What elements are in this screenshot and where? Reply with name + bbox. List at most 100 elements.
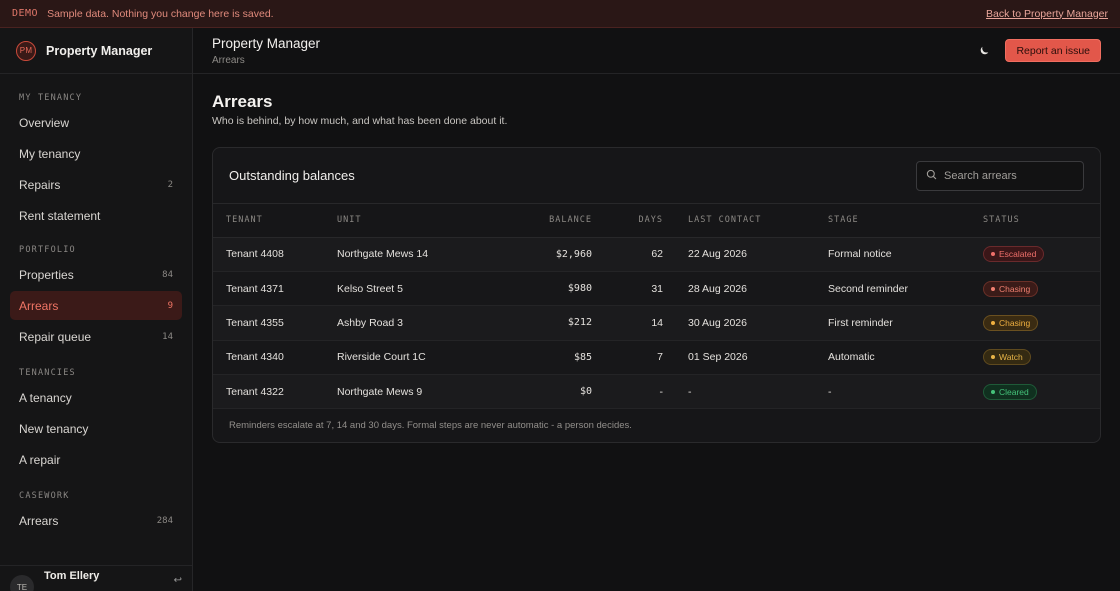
cell-status: Watch <box>983 340 1100 376</box>
sidebar-item-repair-queue[interactable]: Repair queue 14 <box>10 322 182 351</box>
cell-last-contact: 22 Aug 2026 <box>663 237 828 272</box>
logout-icon[interactable]: ↩ <box>173 575 182 586</box>
breadcrumb[interactable]: Arrears <box>212 54 245 66</box>
sidebar-item-arrears[interactable]: Arrears 9 <box>10 291 182 320</box>
sidebar: PM Property Manager MY TENANCY Overview My… <box>0 28 193 591</box>
balances-card: Outstanding balances TENANTUNITBALANCEDA… <box>212 147 1101 443</box>
sidebar-nav: MY TENANCY Overview My tenancy Repairs 2 Rent… <box>0 90 192 535</box>
card-title: Outstanding balances <box>229 168 355 183</box>
cell-stage: First reminder <box>828 305 983 341</box>
nav-heading: MY TENANCY <box>19 93 83 103</box>
cell-balance: $85 <box>525 340 592 376</box>
brand[interactable]: PM Property Manager <box>0 28 192 74</box>
column-header-stage[interactable]: STAGE <box>828 204 983 238</box>
nav-heading: TENANCIES <box>19 368 76 378</box>
report-issue-button[interactable]: Report an issue <box>1005 39 1101 62</box>
sidebar-item-repairs[interactable]: Repairs 2 <box>10 170 182 199</box>
moon-icon[interactable] <box>975 42 993 60</box>
status-badge: Watch <box>983 349 1031 366</box>
sidebar-item-my-tenancy[interactable]: My tenancy <box>10 139 182 168</box>
table-row[interactable]: Tenant 4322 Northgate Mews 9 $0- - - Cleared <box>213 374 1100 410</box>
sidebar-item-label: New tenancy <box>19 421 89 436</box>
sidebar-item-count: 9 <box>167 300 173 311</box>
search-box[interactable] <box>916 160 1084 191</box>
sidebar-item-label: A tenancy <box>19 390 72 405</box>
cell-days: 14 <box>592 305 663 341</box>
avatar: TE <box>10 575 34 591</box>
column-header-last-contact[interactable]: LAST CONTACT <box>663 204 828 238</box>
sidebar-item-rent-statement[interactable]: Rent statement <box>10 201 182 230</box>
sidebar-item-properties[interactable]: Properties 84 <box>10 260 182 289</box>
status-dot <box>991 252 995 257</box>
demo-banner: DEMO Sample data. Nothing you change her… <box>0 0 1120 28</box>
status-badge: Cleared <box>983 383 1037 400</box>
cell-unit: Ashby Road 3 <box>337 305 525 341</box>
table-row[interactable]: Tenant 4355 Ashby Road 3 $212 14 30 Aug 2026… <box>213 305 1100 341</box>
sidebar-item-count: 2 <box>167 179 173 190</box>
cell-stage: - <box>828 374 983 410</box>
column-header-days[interactable]: DAYS <box>592 204 663 238</box>
nav-heading: PORTFOLIO <box>19 245 76 255</box>
sidebar-item-label: Repairs <box>19 177 61 192</box>
back-link[interactable]: Back to Property Manager <box>986 7 1108 20</box>
cell-tenant: Tenant 4408 <box>213 237 337 272</box>
cell-status: Chasing <box>983 305 1100 341</box>
cell-last-contact: - <box>663 374 828 410</box>
sidebar-item-count: 284 <box>156 515 173 526</box>
column-header-unit[interactable]: UNIT <box>337 204 525 238</box>
cell-last-contact: 30 Aug 2026 <box>663 305 828 341</box>
sidebar-item-label: A repair <box>19 452 61 467</box>
cell-tenant: Tenant 4355 <box>213 305 337 341</box>
user-profile[interactable]: TE Tom Ellery ↩ <box>0 565 192 591</box>
nav-heading: CASEWORK <box>19 491 70 501</box>
table-row[interactable]: Tenant 4340 Riverside Court 1C $85 7 01 Sep … <box>213 340 1100 376</box>
user-name: Tom Ellery <box>44 570 100 582</box>
status-label: Cleared <box>999 386 1029 397</box>
status-dot <box>991 286 995 291</box>
sidebar-item-label: Rent statement <box>19 208 101 223</box>
status-label: Chasing <box>999 283 1031 294</box>
column-header-tenant[interactable]: TENANT <box>213 204 337 238</box>
status-badge: Chasing <box>983 280 1039 297</box>
status-dot <box>991 355 995 360</box>
brand-name: Property Manager <box>46 43 153 58</box>
sidebar-item-a-repair[interactable]: A repair <box>10 445 182 474</box>
cell-balance: $980 <box>525 271 592 307</box>
column-header-status[interactable]: STATUS <box>983 204 1100 238</box>
sidebar-item-a-tenancy[interactable]: A tenancy <box>10 383 182 412</box>
table-row[interactable]: Tenant 4408 Northgate Mews 14 $2,960 62 22 A… <box>213 237 1100 272</box>
cell-days: 7 <box>592 340 663 376</box>
sidebar-item-label: Repair queue <box>19 329 92 344</box>
nav-section: CASEWORK Arrears 284 <box>0 488 192 535</box>
sidebar-item-arrears[interactable]: Arrears 284 <box>10 506 182 535</box>
page-title: Arrears <box>212 92 273 111</box>
cell-days: - <box>592 374 663 410</box>
sidebar-item-overview[interactable]: Overview <box>10 108 182 137</box>
table-row[interactable]: Tenant 4371 Kelso Street 5 $980 31 28 Aug 20… <box>213 271 1100 307</box>
table-header-row: TENANT UNIT BALANCE DAYS LAST CONTACT STAGE ST… <box>213 204 1100 238</box>
sidebar-item-new-tenancy[interactable]: New tenancy <box>10 414 182 443</box>
sidebar-item-count: 14 <box>162 331 173 342</box>
top-header: Property Manager Arrears Report an issue <box>193 28 1120 74</box>
cell-balance: $0 <box>525 374 592 410</box>
cell-tenant: Tenant 4340 <box>213 340 337 376</box>
brand-logo: PM <box>16 40 36 61</box>
cell-status: Escalated <box>983 237 1100 272</box>
status-label: Escalated <box>999 249 1037 260</box>
sidebar-item-label: Arrears <box>19 298 59 313</box>
status-label: Chasing <box>999 317 1031 328</box>
cell-last-contact: 28 Aug 2026 <box>663 271 828 307</box>
column-header-balance[interactable]: BALANCE <box>525 204 592 238</box>
status-dot <box>991 320 995 325</box>
search-icon <box>926 168 937 183</box>
main-content: Arrears Who is behind, by how much, and … <box>212 74 1102 443</box>
sidebar-item-label: Arrears <box>19 513 59 528</box>
status-badge: Escalated <box>983 246 1045 263</box>
cell-status: Chasing <box>983 271 1100 307</box>
status-dot <box>991 389 995 394</box>
cell-stage: Second reminder <box>828 271 983 307</box>
arrears-table: TENANT UNIT BALANCE DAYS LAST CONTACT STAGE ST… <box>213 204 1100 410</box>
cell-stage: Formal notice <box>828 237 983 272</box>
search-input[interactable] <box>944 169 1074 182</box>
header-title: Property Manager <box>212 35 321 51</box>
